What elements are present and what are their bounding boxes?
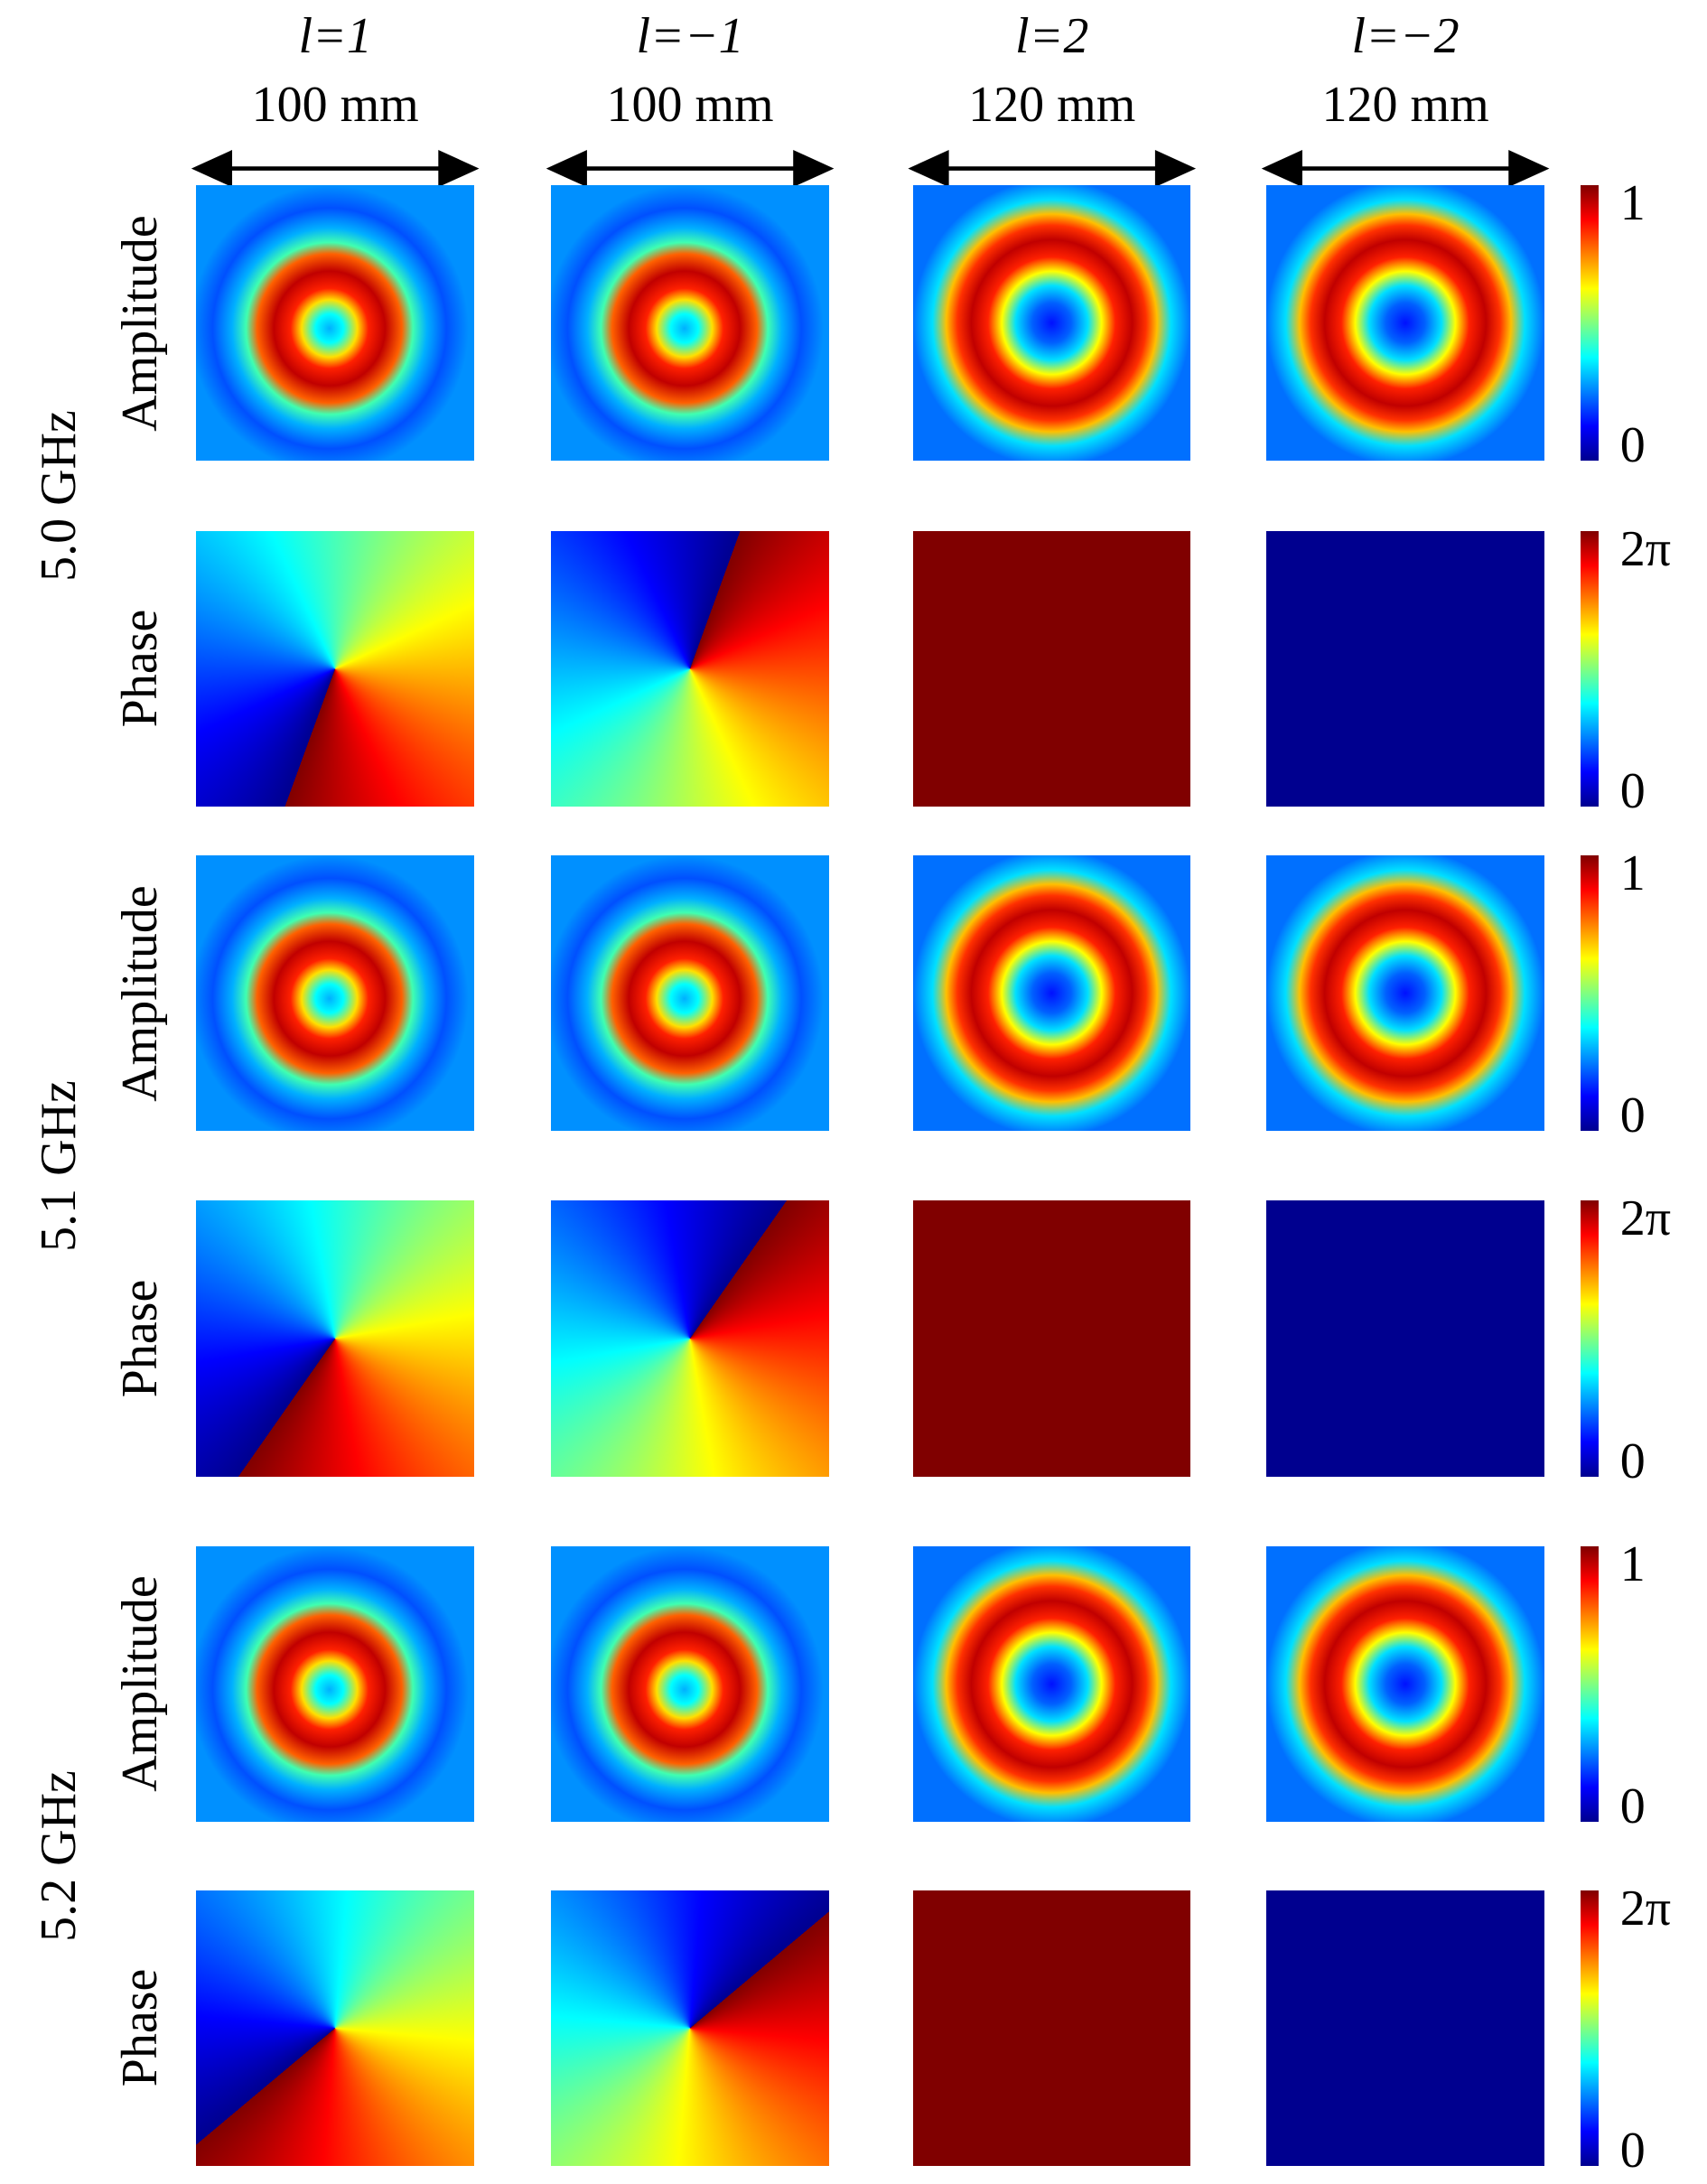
frequency-label: 5.1 GHz — [31, 1079, 88, 1252]
amplitude-map — [913, 185, 1191, 462]
phase-map — [196, 1200, 474, 1477]
aperture-size: 100 mm — [251, 76, 419, 133]
aperture-size: 100 mm — [606, 76, 774, 133]
colorbar — [1581, 530, 1600, 807]
mode-label: l=1 — [298, 8, 372, 65]
colorbar-max-label: 2π — [1619, 1880, 1671, 1937]
phase-map — [196, 1890, 474, 2166]
row-label: Phase — [112, 1968, 169, 2087]
amplitude-map — [1266, 185, 1544, 462]
amplitude-map — [1266, 854, 1544, 1132]
amplitude-map — [551, 854, 829, 1132]
amplitude-map — [196, 185, 474, 462]
colorbar — [1581, 1200, 1600, 1477]
colorbar-max-label: 1 — [1619, 1535, 1646, 1592]
amplitude-map — [551, 185, 829, 462]
amplitude-map — [196, 854, 474, 1132]
phase-map — [1266, 530, 1544, 807]
colorbar — [1581, 1545, 1600, 1823]
aperture-size: 120 mm — [1321, 76, 1489, 133]
row-label: Phase — [112, 1279, 169, 1398]
mode-label: l=−1 — [636, 8, 744, 65]
row-label: Amplitude — [112, 884, 169, 1102]
row-label: Amplitude — [112, 1575, 169, 1793]
phase-map — [551, 530, 829, 807]
colorbar-min-label: 0 — [1619, 763, 1646, 820]
row-label: Amplitude — [112, 214, 169, 432]
colorbar — [1581, 185, 1600, 462]
colorbar-max-label: 2π — [1619, 1190, 1671, 1247]
colorbar-min-label: 0 — [1619, 417, 1646, 474]
phase-map — [913, 1200, 1191, 1477]
amplitude-map — [1266, 1545, 1544, 1823]
colorbar-min-label: 0 — [1619, 1087, 1646, 1144]
phase-map — [913, 530, 1191, 807]
colorbar-min-label: 0 — [1619, 1778, 1646, 1835]
mode-label: l=2 — [1015, 8, 1089, 65]
colorbar-min-label: 0 — [1619, 2123, 1646, 2179]
colorbar — [1581, 854, 1600, 1132]
colorbar-max-label: 1 — [1619, 174, 1646, 231]
phase-map — [551, 1200, 829, 1477]
amplitude-map — [551, 1545, 829, 1823]
phase-map — [551, 1890, 829, 2166]
phase-map — [196, 530, 474, 807]
aperture-size: 120 mm — [968, 76, 1136, 133]
row-label: Phase — [112, 609, 169, 728]
phase-map — [913, 1890, 1191, 2166]
phase-map — [1266, 1890, 1544, 2166]
colorbar-max-label: 1 — [1619, 845, 1646, 901]
colorbar-max-label: 2π — [1619, 520, 1671, 577]
colorbar — [1581, 1890, 1600, 2166]
mode-label: l=−2 — [1351, 8, 1460, 65]
amplitude-map — [196, 1545, 474, 1823]
colorbar-min-label: 0 — [1619, 1433, 1646, 1489]
phase-map — [1266, 1200, 1544, 1477]
amplitude-map — [913, 854, 1191, 1132]
frequency-label: 5.0 GHz — [31, 410, 88, 582]
frequency-label: 5.2 GHz — [31, 1769, 88, 1942]
amplitude-map — [913, 1545, 1191, 1823]
